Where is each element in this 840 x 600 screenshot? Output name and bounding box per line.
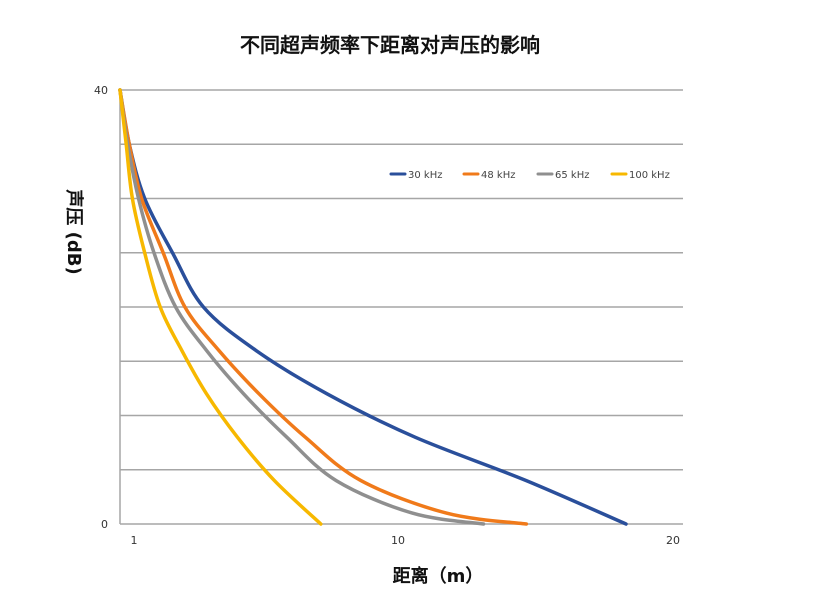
legend: 30 kHz 48 kHz 65 kHz 100 kHz — [389, 170, 670, 181]
x-tick-label: 10 — [391, 534, 405, 547]
ticks: 0 40 1 10 20 — [94, 84, 680, 547]
legend-label: 100 kHz — [629, 170, 670, 181]
chart-title: 不同超声频率下距离对声压的影响 — [240, 33, 540, 57]
series-group — [118, 88, 628, 526]
legend-label: 48 kHz — [481, 170, 515, 181]
series-line-1 — [118, 88, 529, 526]
x-axis-title: 距离（m） — [393, 565, 484, 587]
y-tick-label: 40 — [94, 84, 108, 97]
x-tick-label: 1 — [131, 534, 138, 547]
legend-label: 65 kHz — [555, 170, 589, 181]
series-line-3 — [118, 88, 323, 526]
legend-label: 30 kHz — [408, 170, 442, 181]
series-line-2 — [118, 88, 486, 526]
x-tick-label: 20 — [666, 534, 680, 547]
y-axis-title: 声压 (dB) — [63, 188, 85, 274]
series-line-0 — [118, 88, 628, 526]
y-tick-label: 0 — [101, 518, 108, 531]
